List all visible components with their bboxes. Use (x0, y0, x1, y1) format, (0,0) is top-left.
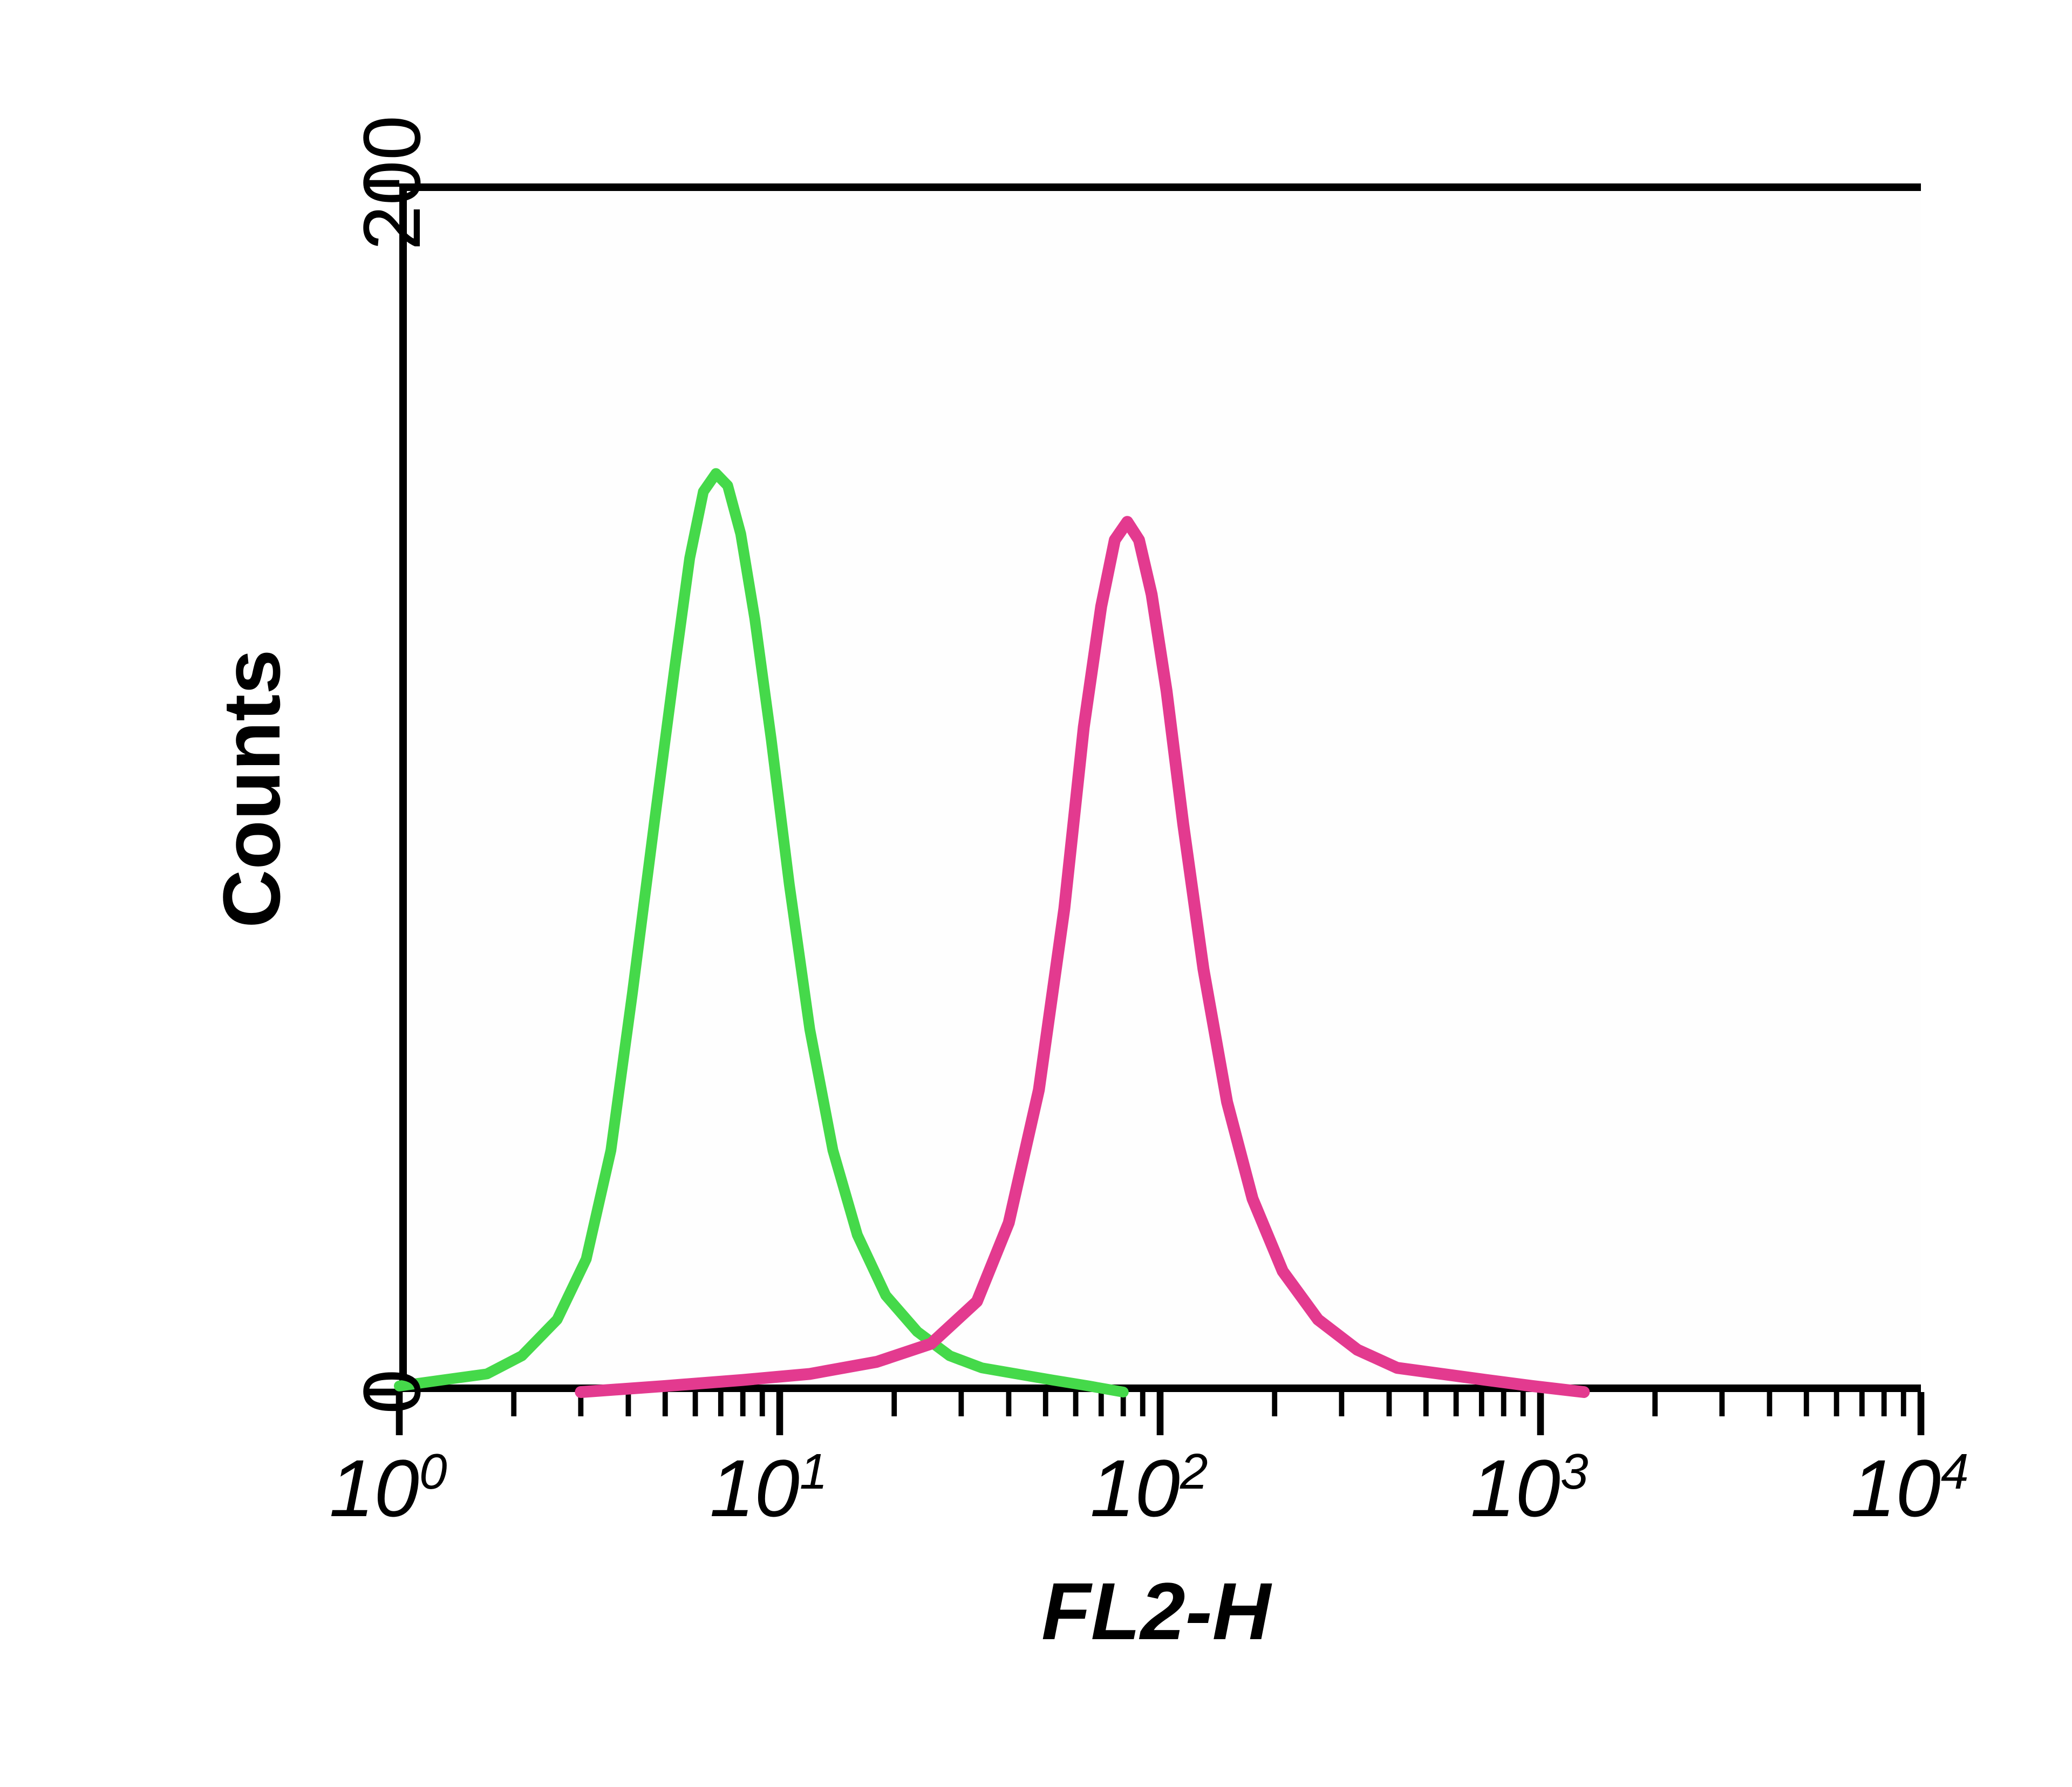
y-tick-label: 0 (345, 1369, 439, 1414)
figure-canvas: Counts FL2-H 100 101 102 103 104 0 200 (0, 0, 2072, 1787)
x-tick-label: 100 (329, 1442, 447, 1535)
y-axis-label: Counts (205, 649, 298, 928)
x-tick-label: 103 (1470, 1442, 1589, 1535)
x-tick-label: 104 (1851, 1442, 1969, 1535)
x-tick-label: 101 (710, 1442, 828, 1535)
plot-svg (0, 0, 2072, 1787)
x-axis-label: FL2-H (1041, 1565, 1271, 1658)
y-tick-label: 200 (345, 115, 439, 250)
x-tick-label: 102 (1090, 1442, 1208, 1535)
